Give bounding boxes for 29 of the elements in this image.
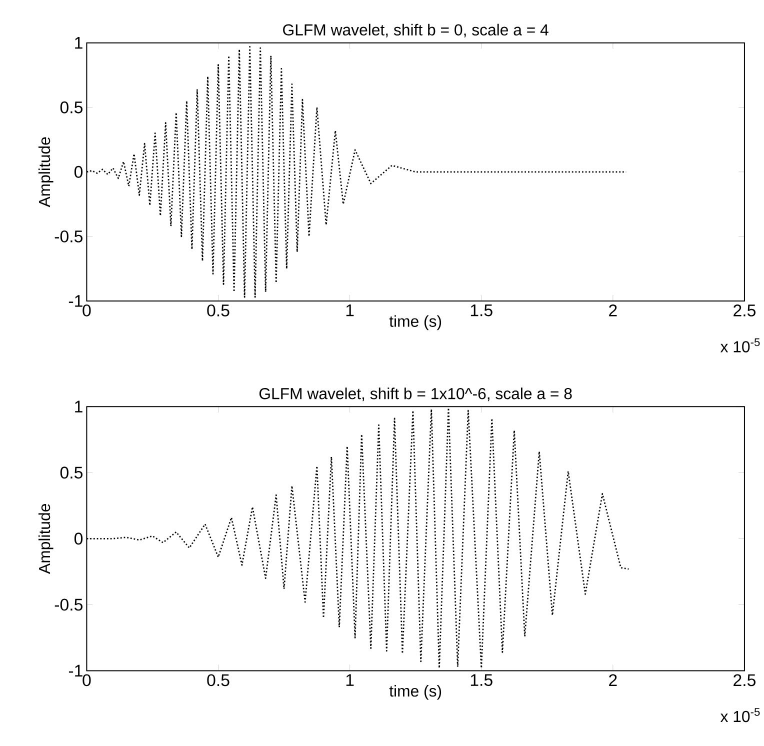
x-tick-label: 0.5 — [207, 304, 230, 316]
y-axis-title: Amplitude — [38, 504, 54, 574]
y-tick-label: -0.5 — [54, 598, 82, 610]
chart-title: GLFM wavelet, shift b = 0, scale a = 4 — [283, 24, 548, 38]
text: x 10$^{-5}$ — [720, 708, 760, 722]
x-tick-label: 1.5 — [470, 674, 492, 686]
x-tick-label: 0.5 — [207, 674, 230, 686]
x-tick-label: 2.5 — [734, 674, 756, 686]
y-tick-label: 0 — [74, 166, 83, 178]
y-tick-label: 1 — [75, 36, 82, 48]
y-tick-label: 0.5 — [60, 466, 82, 478]
x-tick-label: 0 — [82, 674, 91, 686]
x-tick-label: 2.5 — [734, 304, 756, 316]
x-axis-title: time (s) — [389, 315, 442, 330]
y-tick-label: -0.5 — [54, 230, 82, 242]
x-tick-label: 2 — [609, 304, 617, 316]
text: x 10$^{-5}$ — [720, 338, 760, 352]
x-tick-label: 1 — [346, 304, 354, 316]
y-tick-label: -1 — [68, 664, 82, 676]
y-tick-label: 1 — [75, 400, 82, 412]
y-tick-label: 0 — [74, 532, 83, 544]
x-axis-title: time (s) — [389, 684, 442, 700]
x-tick-label: 2 — [609, 674, 617, 686]
chart-title: GLFM wavelet, shift b = 1x10^-6, scale a = 8 — [259, 387, 572, 401]
y-axis-title: Amplitude — [38, 137, 54, 207]
y-tick-label: 0.5 — [60, 101, 82, 114]
y-tick-label: -1 — [68, 294, 82, 307]
x-tick-label: 1.5 — [470, 304, 492, 316]
x-tick-label: 1 — [346, 674, 354, 686]
